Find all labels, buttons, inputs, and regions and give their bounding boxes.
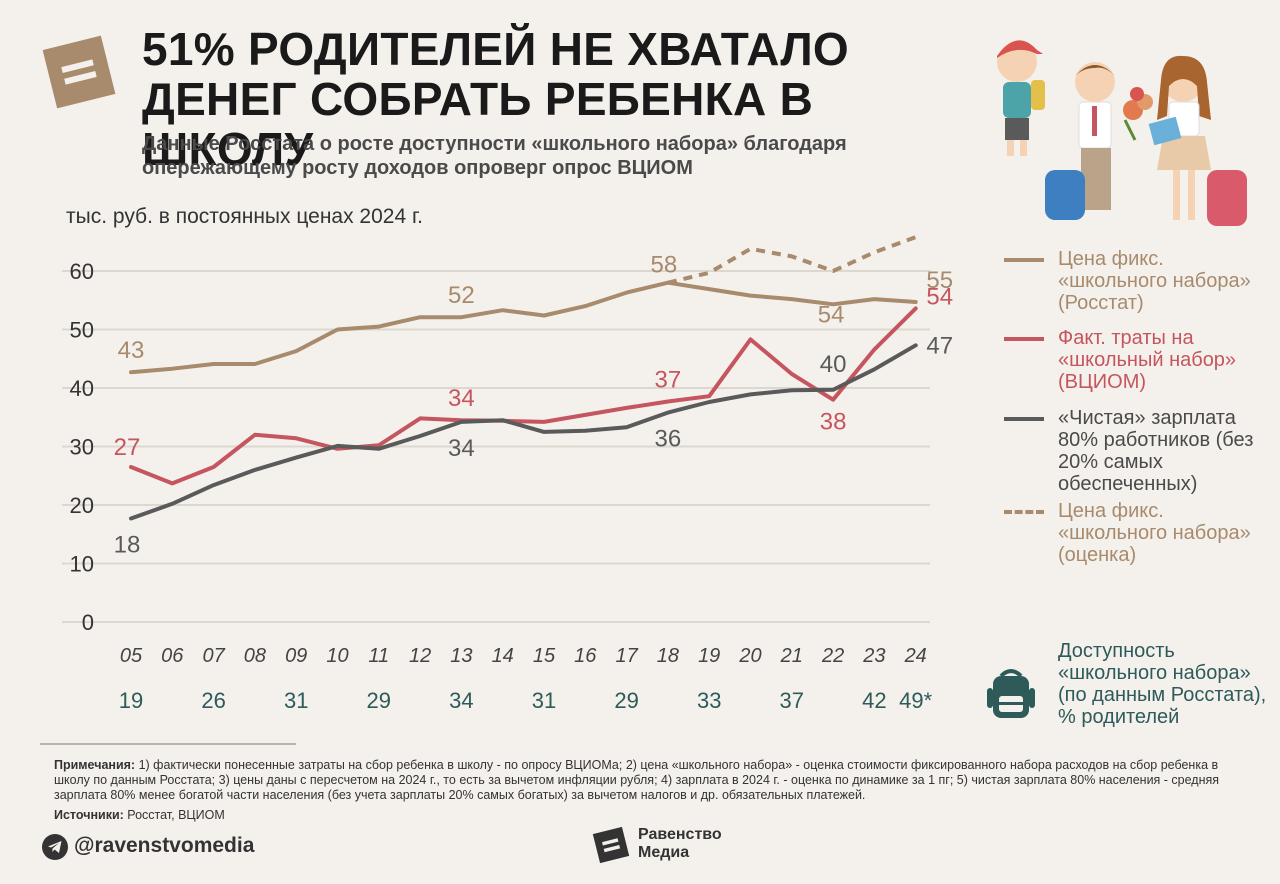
data-label: 40 (820, 351, 847, 378)
data-label: 54 (926, 283, 953, 310)
notes: Примечания: 1) фактически понесенные зат… (54, 758, 1234, 803)
data-label: 43 (118, 337, 145, 364)
legend-label: Цена фикс. «школьного набора» (оценка) (1058, 500, 1251, 566)
brand-line-2: Медиа (638, 844, 690, 861)
x-tick-label: 12 (409, 645, 431, 667)
x-tick-label: 22 (821, 645, 844, 667)
x-tick-label: 14 (492, 645, 514, 667)
series-line-1 (129, 306, 918, 486)
notes-divider (40, 743, 296, 745)
availability-value: 31 (532, 688, 556, 713)
data-label: 27 (114, 434, 141, 461)
x-tick-label: 19 (698, 645, 720, 667)
brand-name: Равенство Медиа (638, 826, 722, 862)
equals-brand-icon (592, 826, 630, 864)
x-tick-label: 17 (615, 645, 638, 667)
availability-value: 29 (614, 688, 638, 713)
data-label: 18 (114, 531, 141, 558)
brand-line-1: Равенство (638, 826, 722, 843)
data-label: 34 (448, 435, 475, 462)
availability-value: 29 (367, 688, 391, 713)
data-label: 37 (655, 366, 682, 393)
x-tick-label: 06 (161, 645, 184, 667)
data-label: 52 (448, 282, 475, 309)
notes-label: Примечания: (54, 758, 136, 772)
backpack-icon (987, 669, 1035, 718)
availability-value: 49* (899, 688, 932, 713)
x-tick-label: 20 (738, 645, 761, 667)
x-tick-label: 18 (657, 645, 679, 667)
availability-value: 42 (862, 688, 886, 713)
x-tick-label: 07 (202, 645, 225, 667)
series-line-0 (129, 280, 918, 375)
telegram-handle-link[interactable]: @ravenstvomedia (74, 834, 255, 857)
y-axis-unit-label: тыс. руб. в постоянных ценах 2024 г. (66, 205, 423, 228)
x-tick-label: 21 (780, 645, 803, 667)
availability-value: 34 (449, 688, 473, 713)
series-line-3 (667, 235, 917, 285)
legend-swatch (1004, 258, 1044, 262)
schoolkids-illustration (997, 40, 1247, 226)
y-tick-label: 60 (70, 259, 94, 284)
series-line-2 (129, 343, 918, 521)
data-label: 36 (655, 426, 682, 453)
x-tick-label: 15 (533, 645, 556, 667)
title-line-1: 51% РОДИТЕЛЕЙ НЕ ХВАТАЛО (142, 23, 849, 75)
availability-value: 31 (284, 688, 308, 713)
equals-logo-icon (42, 35, 116, 109)
y-tick-label: 50 (70, 318, 94, 343)
availability-label: Доступность «школьного набора» (по данны… (1058, 640, 1267, 728)
y-tick-label: 20 (70, 493, 94, 518)
y-tick-label: 30 (70, 435, 94, 460)
legend-swatch (1004, 337, 1044, 341)
data-label: 55 (926, 267, 953, 294)
sources-label: Источники: (54, 808, 124, 822)
subtitle-line-2: опережающему росту доходов опроверг опро… (142, 157, 693, 179)
legend-label: Факт. траты на «школьный набор» (ВЦИОМ) (1058, 327, 1237, 393)
x-tick-label: 13 (450, 645, 472, 667)
page-title: 51% РОДИТЕЛЕЙ НЕ ХВАТАЛО ДЕНЕГ СОБРАТЬ Р… (142, 24, 962, 174)
title-line-2: ДЕНЕГ СОБРАТЬ РЕБЕНКА В ШКОЛУ (142, 73, 814, 175)
sources-text: Росстат, ВЦИОМ (123, 808, 225, 822)
legend-label: Цена фикс. «школьного набора» (Росстат) (1058, 248, 1251, 314)
subtitle-line-1: Данные Росстата о росте доступности «шко… (142, 133, 847, 155)
availability-value: 37 (780, 688, 804, 713)
legend-swatch (1004, 417, 1044, 421)
telegram-icon[interactable] (42, 834, 68, 860)
notes-text: 1) фактически понесенные затраты на сбор… (54, 758, 1220, 802)
sources: Источники: Росстат, ВЦИОМ (54, 808, 225, 822)
x-tick-label: 09 (285, 645, 307, 667)
legend-swatch (1004, 510, 1044, 514)
y-tick-label: 0 (82, 610, 94, 635)
y-tick-label: 40 (70, 376, 94, 401)
x-tick-label: 10 (326, 645, 348, 667)
availability-value: 19 (119, 688, 143, 713)
x-tick-label: 11 (368, 645, 389, 667)
availability-value: 33 (697, 688, 721, 713)
data-label: 38 (820, 409, 847, 436)
x-tick-label: 24 (904, 645, 927, 667)
x-tick-label: 23 (862, 645, 885, 667)
data-label: 54 (818, 301, 845, 328)
y-tick-label: 10 (70, 552, 94, 577)
x-tick-label: 16 (574, 645, 597, 667)
brand-logo: Равенство Медиа (590, 824, 750, 870)
data-label: 47 (926, 332, 953, 359)
availability-value: 26 (201, 688, 225, 713)
data-label: 58 (651, 252, 678, 279)
legend-label: «Чистая» зарплата 80% работников (без 20… (1058, 407, 1254, 495)
page-subtitle: Данные Росстата о росте доступности «шко… (142, 132, 982, 180)
data-label: 34 (448, 385, 475, 412)
x-tick-label: 08 (244, 645, 266, 667)
x-tick-label: 05 (120, 645, 143, 667)
